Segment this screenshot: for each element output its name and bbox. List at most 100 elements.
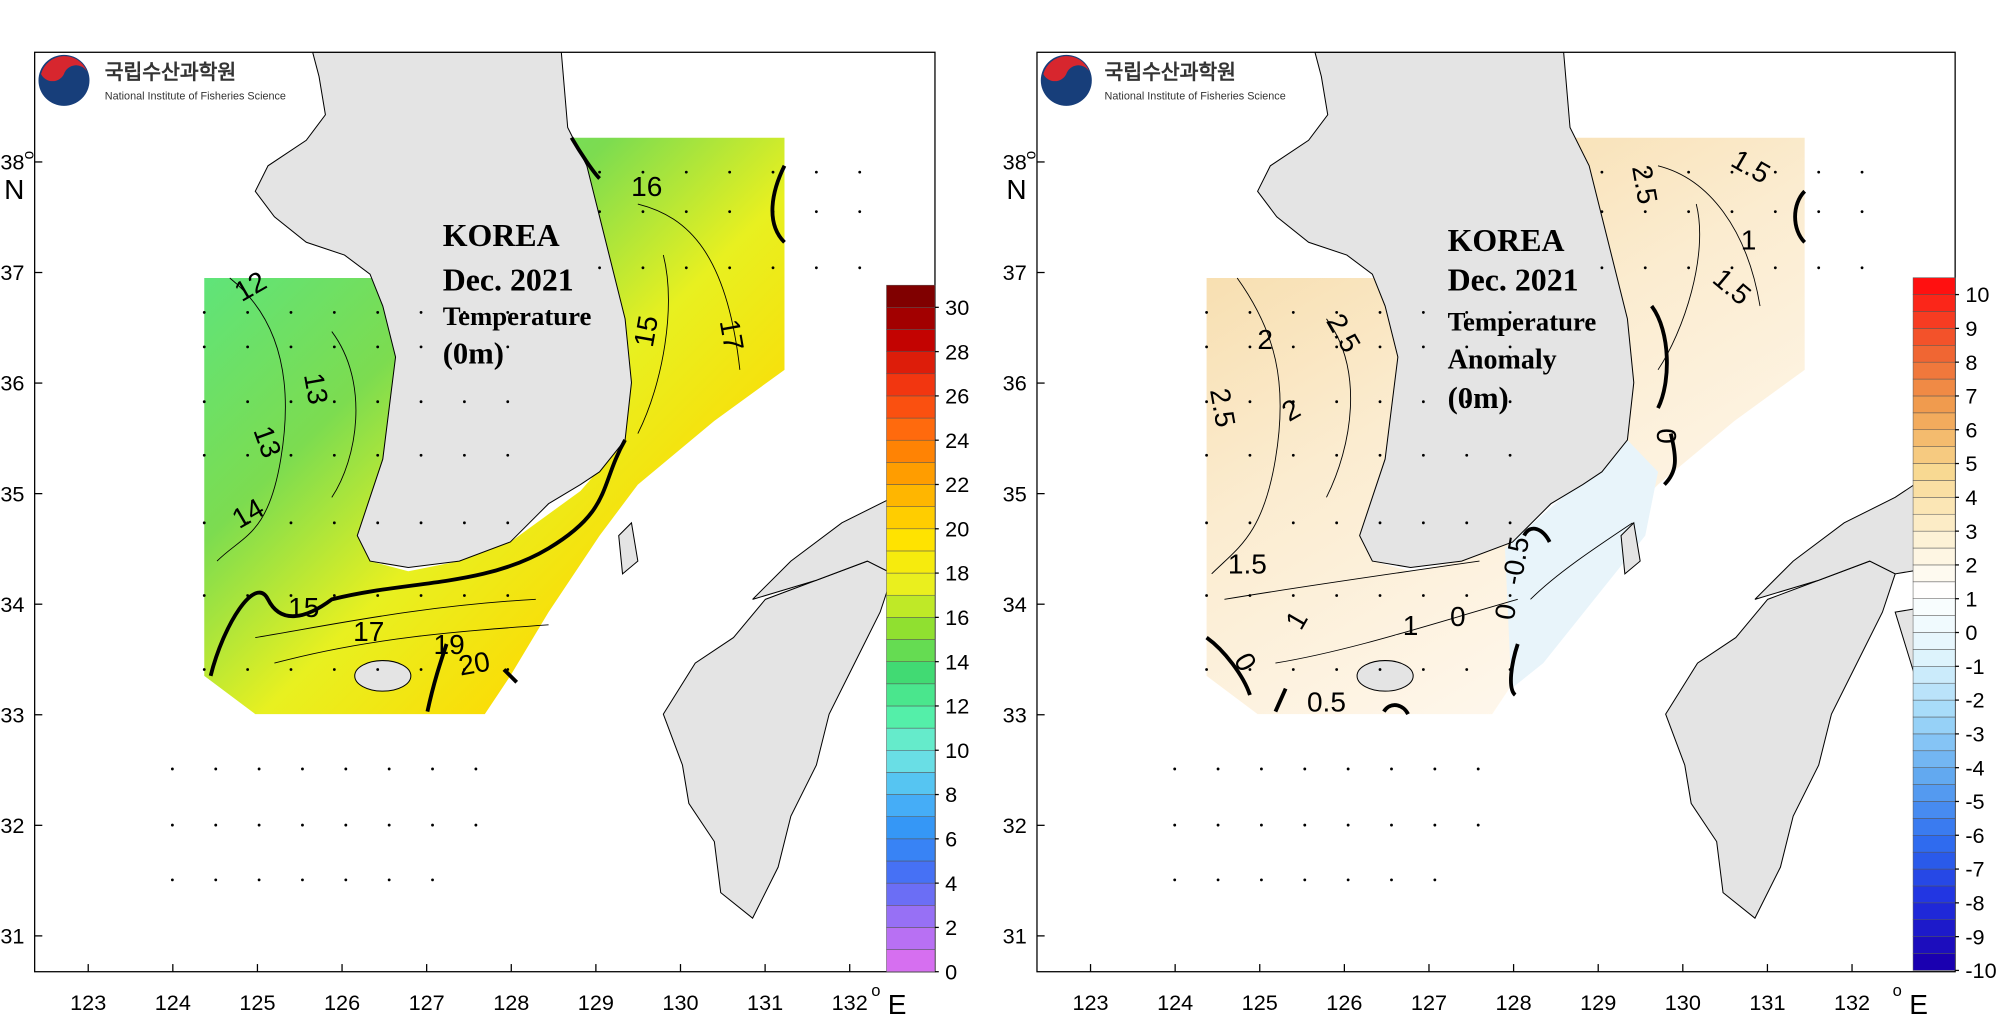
colorbar-band (1912, 716, 1956, 735)
station-dot (1600, 170, 1604, 174)
colorbar-band (886, 284, 936, 308)
station-dot (202, 345, 206, 349)
station-dot (598, 210, 601, 214)
colorbar-band (1912, 446, 1956, 464)
lat-unit: N (4, 174, 24, 205)
contour-label: 0.5 (1307, 686, 1346, 717)
station-dot (289, 311, 293, 314)
colorbar-label: 4 (945, 871, 957, 896)
contour (425, 643, 519, 712)
station-dot (506, 594, 510, 597)
station-dot (1205, 521, 1208, 525)
lon-tick-label: 130 (662, 990, 698, 1015)
lat-unit: N (1006, 174, 1026, 205)
colorbar-band (1912, 480, 1956, 498)
station-dot (1216, 767, 1220, 771)
station-dot (1335, 668, 1339, 671)
station-dot (1291, 311, 1295, 314)
colorbar-band (886, 749, 936, 773)
station-dot (1730, 266, 1734, 270)
station-dot (1378, 400, 1382, 404)
colorbar-band (886, 572, 936, 596)
map-title: Anomaly (1448, 345, 1557, 376)
colorbar-label: 6 (1965, 417, 1977, 442)
station-dot (376, 311, 380, 314)
colorbar-label: 9 (1965, 316, 1977, 341)
station-dot (1421, 594, 1425, 597)
station-dot (332, 400, 336, 404)
station-dot (376, 594, 380, 597)
station-dot (1476, 767, 1480, 771)
station-dot (376, 400, 380, 404)
station-dot (1378, 453, 1382, 457)
contour-label: 15 (628, 313, 664, 349)
colorbar-label: -3 (1965, 722, 1984, 747)
colorbar-band (1912, 412, 1956, 431)
colorbar-label: 6 (945, 826, 957, 851)
contour (569, 136, 787, 244)
colorbar-band (886, 838, 936, 862)
station-dot (1390, 823, 1393, 827)
station-dot (344, 767, 348, 771)
colorbar-label: 28 (945, 339, 969, 364)
station-dot (1433, 823, 1437, 827)
station-dot (814, 210, 818, 214)
station-dot (257, 878, 261, 882)
station-dot (246, 345, 250, 349)
lon-tick-label: 127 (1411, 990, 1447, 1015)
station-dot (387, 767, 391, 771)
colorbar-label: 26 (945, 384, 969, 409)
station-dot (1205, 400, 1208, 404)
colorbar-band (886, 661, 936, 685)
colorbar-label: 2 (1965, 553, 1977, 578)
colorbar-band (886, 683, 936, 707)
contour (208, 439, 627, 677)
colorbar-band (886, 705, 936, 729)
lat-tick-label: 38 (1003, 150, 1027, 175)
contour (1211, 165, 1761, 664)
station-dot (332, 453, 336, 457)
station-dot (1421, 345, 1425, 349)
station-dot (1860, 266, 1864, 270)
station-dot (246, 453, 250, 457)
colorbar-band (1912, 361, 1956, 380)
colorbar-band (1912, 615, 1956, 633)
contour (216, 203, 741, 664)
lon-tick-label: 126 (324, 990, 360, 1015)
station-dot (419, 311, 423, 314)
colorbar-label: 5 (1965, 451, 1977, 476)
lon-tick-label: 128 (493, 990, 529, 1015)
station-dot (771, 266, 775, 270)
colorbar-band (886, 329, 936, 352)
station-dot (463, 453, 466, 457)
colorbar-band (1912, 530, 1956, 549)
station-dot (1248, 453, 1252, 457)
colorbar-band (1912, 632, 1956, 650)
station-dot (289, 453, 293, 457)
colorbar-label: 2 (945, 915, 957, 940)
colorbar-band (1912, 750, 1956, 768)
station-dot (506, 453, 510, 457)
station-dot (1773, 170, 1777, 174)
station-dot (202, 668, 206, 671)
contour-label: 17 (353, 616, 384, 647)
station-dot (463, 311, 466, 314)
colorbar-label: -2 (1965, 688, 1984, 713)
station-dot (202, 594, 206, 597)
station-dot (1335, 400, 1339, 404)
map-title: Temperature (1448, 306, 1597, 336)
colorbar-band (1912, 953, 1956, 971)
station-dot (1508, 311, 1512, 314)
station-dot (1465, 453, 1469, 457)
station-dot (1335, 345, 1339, 349)
station-dot (246, 400, 250, 404)
station-dot (289, 400, 293, 404)
station-dot (1303, 878, 1307, 882)
lon-tick-label: 124 (1157, 990, 1193, 1015)
station-dot (1335, 594, 1339, 597)
station-dot (463, 345, 466, 349)
station-dot (1773, 210, 1777, 214)
colorbar-label: 22 (945, 472, 969, 497)
station-dot (1860, 210, 1864, 214)
